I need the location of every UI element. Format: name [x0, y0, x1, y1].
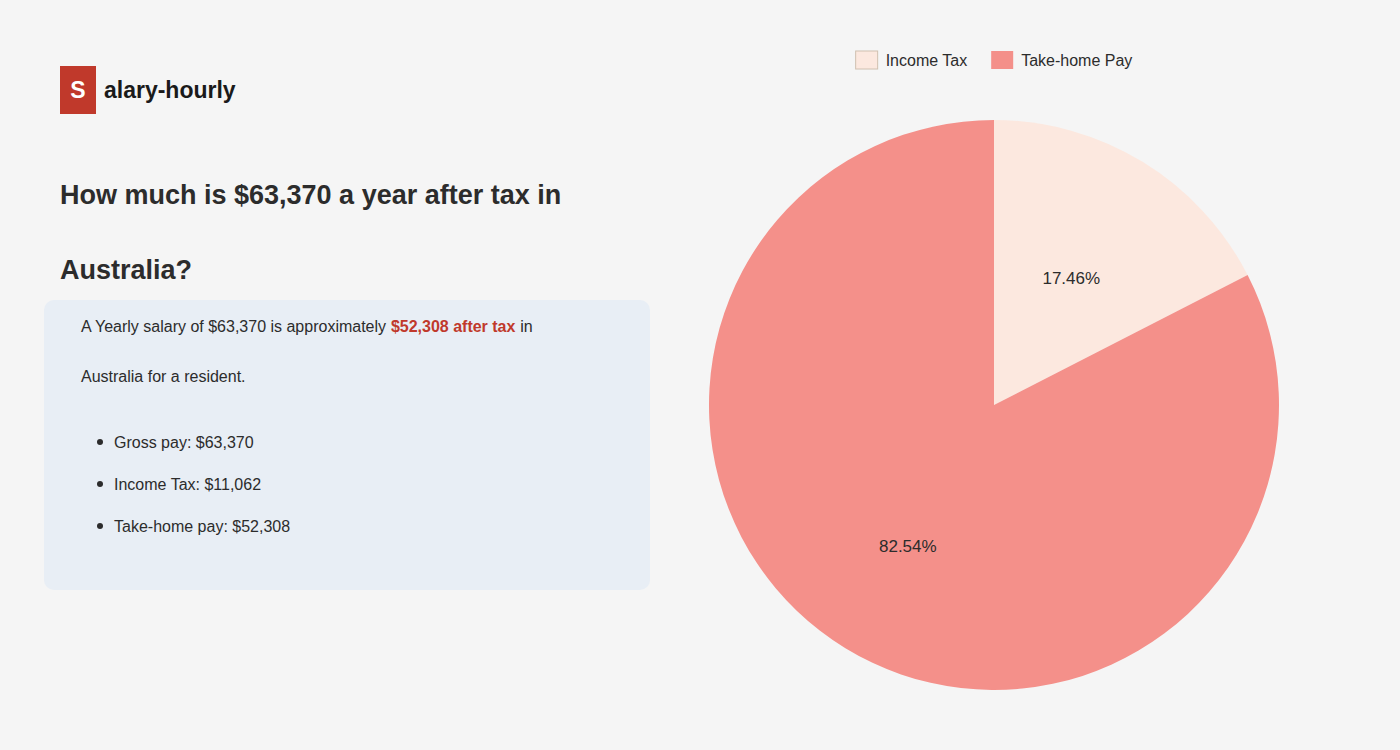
data-label: 17.46% [1042, 269, 1100, 288]
summary-line: A Yearly salary of $63,370 is approximat… [81, 318, 533, 335]
logo-box [60, 66, 96, 114]
bullet [97, 481, 103, 487]
title: Australia? [60, 255, 192, 285]
legend: Income Tax Take-home Pay [856, 51, 1133, 69]
summary-text: A Yearly salary of $63,370 is approximat… [81, 318, 386, 335]
data-label: 82.54% [879, 537, 937, 556]
legend-swatch [991, 51, 1013, 69]
title: How much is $63,370 a year after tax in [60, 180, 561, 210]
summary-text: Australia for a resident. [81, 368, 246, 385]
bullet-text: Income Tax: $11,062 [114, 476, 261, 493]
legend-swatch [856, 51, 878, 69]
legend-item: Take-home Pay [991, 51, 1132, 69]
pie-slice [709, 120, 1279, 690]
legend-label: Income Tax [886, 52, 968, 69]
pie: 17.46% 82.54% [709, 120, 1279, 690]
legend-item: Income Tax [856, 51, 968, 69]
bullet-text: Take-home pay: $52,308 [114, 518, 290, 535]
bullet-text: Gross pay: $63,370 [114, 434, 254, 451]
info-box [44, 300, 650, 590]
bullet [97, 523, 103, 529]
legend-label: Take-home Pay [1021, 52, 1132, 69]
summary-highlight: $52,308 after tax [391, 318, 516, 335]
chart: Salary-hourly How much is $63,370 a year … [0, 0, 1400, 750]
summary-text: in [520, 318, 532, 335]
background [0, 0, 1400, 750]
logo-initial: S [70, 77, 85, 103]
logo-text: alary-hourly [104, 77, 236, 103]
bullet [97, 439, 103, 445]
